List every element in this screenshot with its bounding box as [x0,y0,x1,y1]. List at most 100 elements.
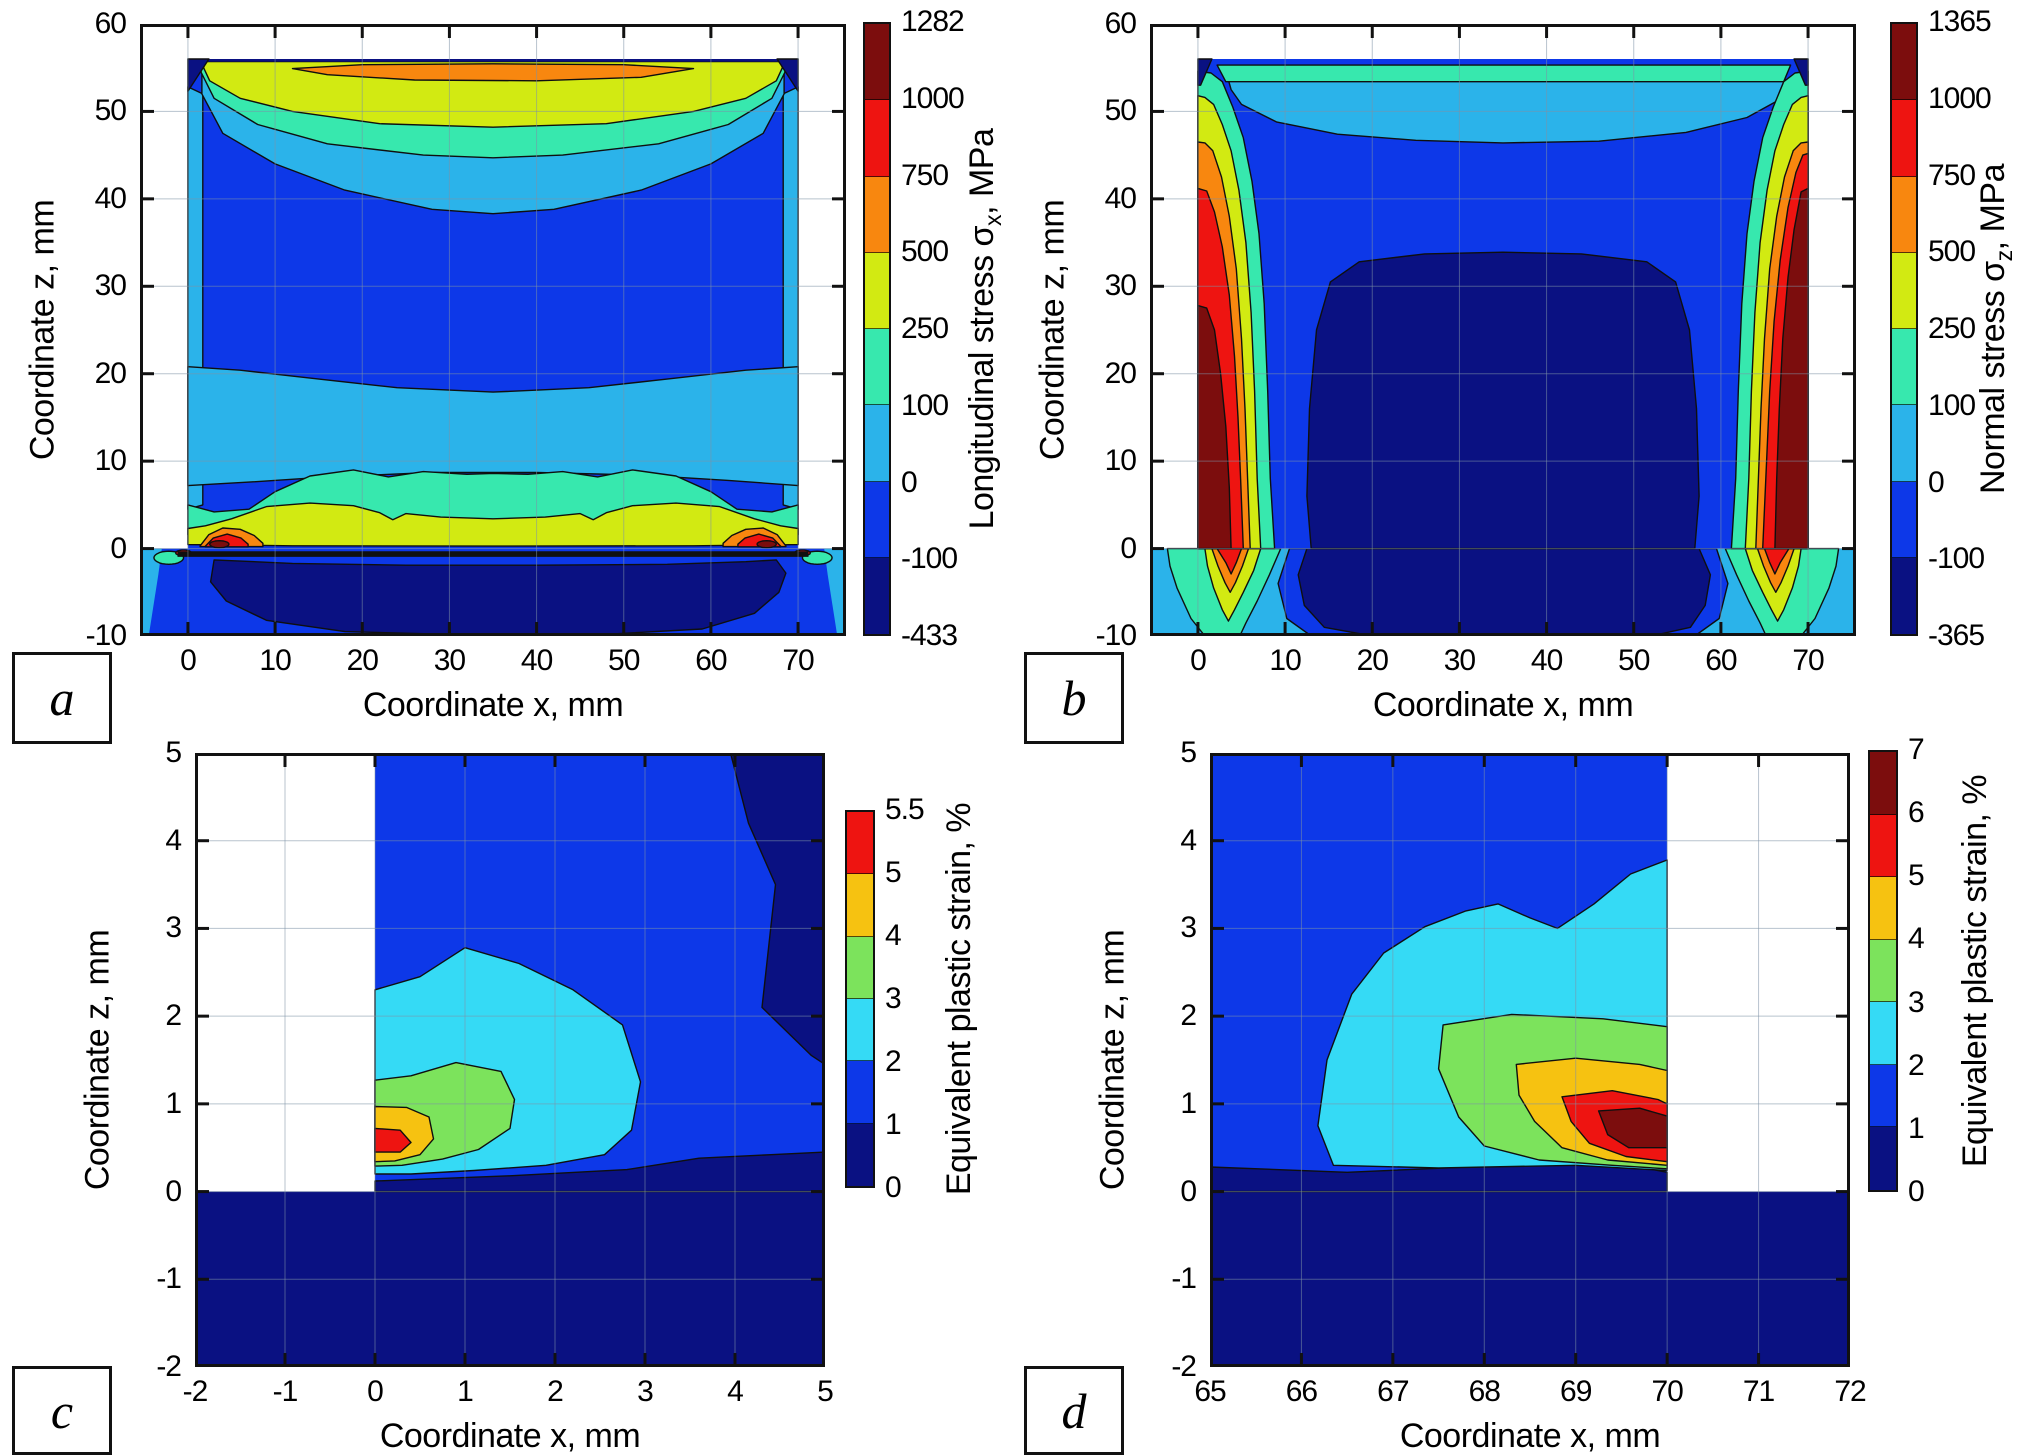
colorbar-segment-b [1892,481,1916,558]
colorbar-label-a: 500 [901,235,949,269]
colorbar-segment-b [1892,329,1916,406]
y-axis-label-b: Coordinate z, mm [1033,199,1072,461]
colorbar-segment-d [1870,814,1896,878]
colorbar-title-b: Normal stress σz, MPa [1974,164,2018,494]
x-tick-label-d: 66 [1285,1375,1318,1408]
colorbar-title-b-unit: , MPa [1974,164,2013,251]
x-tick-label-c: 2 [547,1375,564,1408]
panel-letter-a-text: a [49,670,75,726]
contour-plot-d [1210,753,1850,1367]
colorbar-segment-d [1870,752,1896,815]
contour-region-weld-navy-topright [729,753,825,1066]
colorbar-label-c: 0 [885,1171,902,1204]
x-tick-label-d: 65 [1194,1375,1226,1408]
colorbar-label-c: 2 [885,1045,902,1078]
contour-plot-a [140,24,846,636]
colorbar-label-b: 1000 [1928,81,1992,115]
panel-letter-d-text: d [1061,1382,1087,1439]
x-axis-label-c: Coordinate x, mm [379,1417,641,1455]
z-tick-label-d: 1 [1180,1086,1197,1120]
panel-letter-a: a [12,652,112,744]
x-tick-label-d: 71 [1742,1375,1775,1408]
x-tick-label-c: 3 [637,1375,654,1408]
x-tick-label-d: 68 [1468,1375,1501,1408]
colorbar-label-d: 6 [1908,796,1925,830]
x-tick-label-d: 70 [1651,1375,1683,1408]
colorbar-label-a: -433 [901,619,958,652]
colorbar-segment-d [1870,939,1896,1003]
plot-d [1210,753,1850,1367]
colorbar-label-b: 750 [1928,158,1976,192]
contour-plot-b [1150,24,1856,636]
colorbar-segment-c [847,1123,873,1186]
colorbar-a [863,22,891,636]
y-axis-label-c: Coordinate z, mm [78,929,117,1191]
z-tick-label-c: 5 [165,736,182,769]
colorbar-segment-d [1870,1002,1896,1065]
z-tick-label-d: 5 [1180,736,1197,769]
colorbar-label-d: 5 [1908,859,1925,893]
colorbar-segment-a [865,252,889,329]
colorbar-label-a: 1000 [901,81,965,115]
colorbar-d [1868,750,1898,1192]
plot-b [1150,24,1856,636]
z-tick-label-b: 50 [1104,94,1137,128]
x-axis-label-a: Coordinate x, mm [362,686,624,724]
x-tick-label-b: 20 [1356,644,1389,677]
x-tick-label-b: 60 [1705,644,1737,677]
z-tick-label-c: 1 [165,1086,182,1120]
x-tick-label-c: -2 [182,1375,209,1408]
plot-a [140,24,846,636]
colorbar-label-c: 3 [885,982,902,1015]
contour-region-block-orange-top [291,63,695,82]
z-tick-label-a: 40 [94,181,127,215]
colorbar-label-b: 500 [1928,235,1976,269]
z-tick-label-c: 4 [165,823,182,857]
colorbar-label-a: -100 [901,542,958,576]
colorbar-label-b: -100 [1928,542,1985,576]
z-tick-label-b: 20 [1104,356,1137,390]
z-tick-label-a: 10 [94,444,127,478]
colorbar-title-d: Equivalent plastic strain, % [1956,775,2000,1167]
colorbar-label-d: 0 [1908,1175,1925,1208]
colorbar-title-a-text: Longitudinal stress σ [963,225,1002,530]
colorbar-label-b: 0 [1928,465,1945,499]
z-tick-label-b: -10 [1095,619,1137,652]
plot-frame-a [140,24,846,636]
colorbar-label-a: 100 [901,388,949,422]
z-tick-label-b: 60 [1104,7,1137,40]
z-tick-label-a: 20 [94,356,127,390]
x-tick-label-c: 0 [367,1375,384,1408]
colorbar-segment-c [847,874,873,937]
x-tick-label-c: 4 [727,1375,744,1408]
z-tick-label-d: -1 [1171,1262,1197,1296]
colorbar-segment-b [1892,176,1916,253]
colorbar-segment-d [1870,1127,1896,1190]
colorbar-segment-a [865,405,889,482]
contour-region-col-darkred-right [1774,187,1809,550]
x-tick-label-b: 70 [1792,644,1824,677]
z-tick-label-b: 40 [1104,181,1137,215]
contour-region-block-navy-top-strip [187,59,799,62]
colorbar-label-a: 0 [901,465,918,499]
colorbar-title-a-sub: x [979,214,1006,226]
colorbar-label-d: 4 [1908,922,1925,956]
x-tick-label-b: 50 [1618,644,1650,677]
plot-frame-b [1150,24,1856,636]
colorbar-label-b: 250 [1928,312,1976,345]
colorbar-segment-b [1892,405,1916,482]
x-tick-label-a: 40 [520,644,553,677]
x-tick-label-d: 69 [1560,1375,1592,1408]
colorbar-title-c-text: Equivalent plastic strain, % [940,802,979,1196]
z-tick-label-b: 0 [1120,531,1137,565]
colorbar-segment-c [847,1061,873,1124]
colorbar-segment-b [1892,100,1916,177]
z-tick-label-d: 3 [1180,911,1197,945]
plot-frame-d [1210,753,1850,1367]
colorbar-title-c: Equivalent plastic strain, % [940,803,984,1195]
colorbar-segment-c [847,812,873,875]
colorbar-segment-d [1870,877,1896,940]
z-tick-label-c: -1 [156,1262,182,1296]
z-tick-label-c: 3 [165,911,182,945]
